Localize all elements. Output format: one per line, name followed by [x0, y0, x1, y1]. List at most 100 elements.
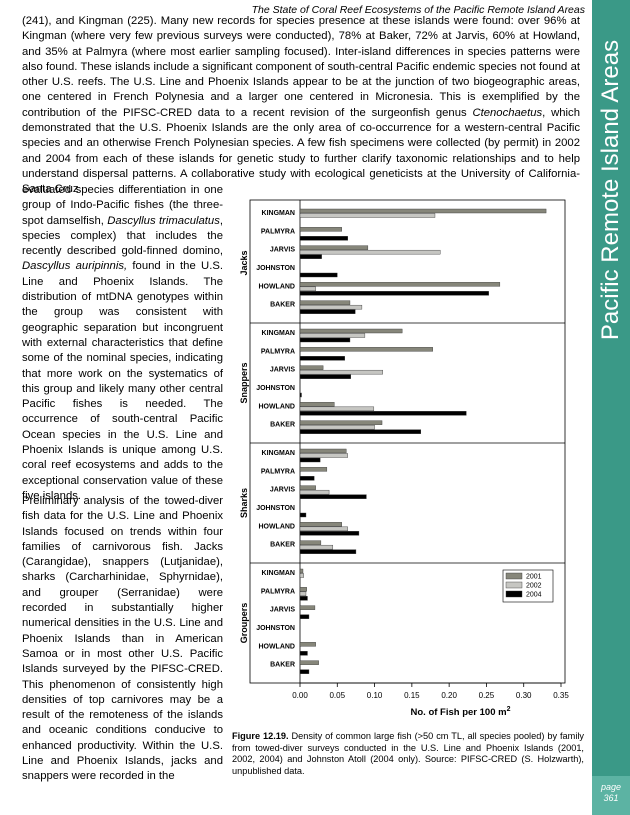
- bar: [299, 540, 322, 545]
- bar: [299, 512, 307, 518]
- legend-label: 2001: [526, 574, 542, 581]
- category-label: KINGMAN: [262, 450, 295, 457]
- bar: [299, 374, 351, 379]
- bar: [299, 549, 357, 554]
- page-number: 361: [603, 793, 619, 803]
- italic-text: Dascyllus auripinnis,: [22, 260, 128, 273]
- legend-swatch: [505, 581, 523, 589]
- category-label: BAKER: [270, 662, 295, 669]
- bar: [299, 286, 316, 292]
- x-tick-label: 0.10: [367, 691, 383, 700]
- bar: [299, 494, 367, 499]
- category-label: KINGMAN: [262, 330, 295, 337]
- bar: [299, 448, 347, 454]
- bar: [299, 651, 308, 656]
- chart: 0.00 0.05 0.10 0.15 0.20 0.25 0.30 0.35 No. of F…: [239, 199, 569, 718]
- caption-text: Density of common large fish (>50 cm TL,…: [232, 731, 584, 776]
- bar: [299, 249, 441, 255]
- category-label: KINGMAN: [262, 210, 295, 217]
- category-label: JOHNSTON: [256, 265, 295, 272]
- category-label: HOWLAND: [258, 403, 295, 410]
- text: , species complex) that includes the rec…: [22, 214, 224, 258]
- bar: [299, 213, 436, 218]
- bar: [299, 254, 322, 259]
- text: evaluated species differentiation in one…: [22, 184, 223, 227]
- bar: [299, 614, 310, 619]
- category-label: PALMYRA: [261, 228, 295, 235]
- bar: [299, 660, 319, 665]
- x-tick-label: 0.20: [441, 691, 457, 700]
- bar: [299, 429, 422, 434]
- panel-label: Sharks: [239, 488, 249, 518]
- bar: [299, 227, 342, 232]
- bar: [299, 337, 351, 343]
- paragraph: (241), and Kingman (225). Many new recor…: [22, 14, 580, 198]
- legend-swatch: [505, 590, 523, 598]
- category-label: JOHNSTON: [256, 625, 295, 632]
- x-axis-title-sup: 2: [507, 706, 511, 713]
- legend-label: 2002: [526, 583, 542, 590]
- bar: [299, 544, 334, 550]
- text: found in the U.S. Line and Phoenix Islan…: [22, 260, 224, 502]
- bar: [299, 291, 489, 296]
- category-label: BAKER: [270, 302, 295, 309]
- sidebar-title: Pacific Remote Island Areas: [597, 39, 624, 341]
- bar: [299, 526, 348, 532]
- category-label: HOWLAND: [258, 643, 295, 650]
- category-label: JARVIS: [270, 607, 295, 614]
- bar: [299, 208, 547, 214]
- text: , which demonstrated that the U.S. Phoen…: [22, 106, 580, 196]
- bar: [299, 467, 328, 472]
- bar: [299, 476, 315, 481]
- category-label: KINGMAN: [262, 570, 295, 577]
- bar: [299, 591, 307, 597]
- panel-label: Jacks: [239, 250, 249, 275]
- bar: [299, 457, 321, 463]
- category-label: JOHNSTON: [256, 385, 295, 392]
- legend-swatch: [505, 572, 523, 580]
- panel-label: Groupers: [239, 603, 249, 644]
- figure-caption: Figure 12.19. Density of common large fi…: [232, 731, 584, 777]
- page-word: page: [600, 782, 622, 792]
- x-axis-title: No. of Fish per 100 m2: [411, 706, 511, 718]
- bar: [299, 411, 467, 416]
- x-axis-title-text: No. of Fish per 100 m: [411, 707, 507, 718]
- bar: [299, 282, 501, 287]
- category-label: PALMYRA: [261, 468, 295, 475]
- figure-label: Figure 12.19.: [232, 731, 289, 741]
- category-label: JARVIS: [270, 487, 295, 494]
- bar: [299, 333, 366, 338]
- x-tick-label: 0.30: [516, 691, 532, 700]
- bar: [299, 485, 316, 490]
- category-label: PALMYRA: [261, 588, 295, 595]
- bar: [299, 300, 351, 305]
- italic-text: Ctenochaetus: [472, 106, 543, 119]
- header-title: The State of Coral Reef Ecosystems of th…: [251, 4, 585, 16]
- bar: [299, 489, 330, 495]
- text: (241), and Kingman (225). Many new recor…: [22, 15, 580, 119]
- bar: [299, 573, 304, 578]
- bar: [299, 420, 383, 425]
- bar: [299, 402, 335, 407]
- bar: [299, 453, 348, 458]
- bar: [299, 531, 360, 536]
- category-label: JARVIS: [270, 367, 295, 374]
- bar: [299, 304, 363, 310]
- bar: [299, 347, 433, 352]
- bar: [299, 522, 342, 527]
- bar: [299, 568, 304, 574]
- bar: [299, 272, 338, 278]
- bar: [299, 642, 316, 647]
- bar: [299, 406, 375, 412]
- x-tick-label: 0.00: [292, 691, 308, 700]
- sidebar: [592, 0, 630, 815]
- bar: [299, 309, 356, 314]
- category-label: BAKER: [270, 422, 295, 429]
- x-tick-label: 0.25: [479, 691, 495, 700]
- category-label: HOWLAND: [258, 523, 295, 530]
- category-label: JARVIS: [270, 247, 295, 254]
- page-box: page 361: [592, 776, 630, 815]
- bar: [299, 605, 316, 610]
- bar: [299, 245, 369, 250]
